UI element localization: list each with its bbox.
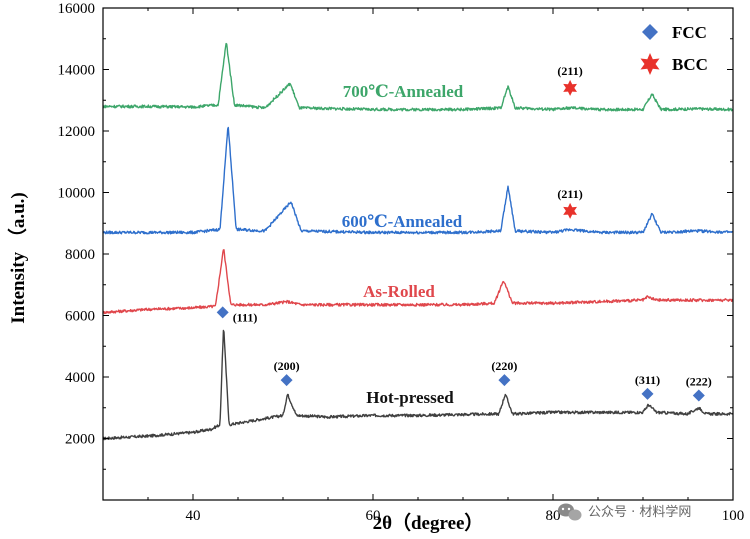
peak-label: (311) [635, 373, 660, 387]
bcc-peak-marker-icon [563, 202, 577, 219]
x-tick-label: 80 [546, 508, 561, 524]
x-tick-label: 100 [722, 508, 745, 524]
legend-bcc-star-icon [640, 53, 660, 75]
y-tick-label: 10000 [58, 186, 96, 202]
watermark: 公众号 · 材料学网 [558, 503, 691, 521]
series-label: 700℃-Annealed [343, 82, 464, 101]
series-layer [102, 42, 734, 441]
y-axis-title: Intensity （a.u.) [6, 192, 29, 323]
x-axis-title: 2θ（degree） [373, 511, 484, 534]
bcc-peak-marker-icon [563, 79, 577, 96]
series-line-hot-pressed [102, 329, 734, 441]
series-label: 600℃-Annealed [342, 212, 463, 231]
fcc-peak-marker-icon [498, 374, 511, 387]
y-tick-label: 16000 [58, 1, 96, 17]
y-tick-label: 8000 [65, 247, 95, 263]
fcc-peak-marker-icon [280, 374, 293, 387]
fcc-peak-marker-icon [216, 306, 229, 319]
series-labels-layer: Hot-pressed As-Rolled 600℃-Annealed 700℃-An… [342, 82, 464, 407]
series-label: Hot-pressed [366, 388, 454, 407]
legend-fcc-diamond-icon [642, 24, 658, 40]
y-tick-label: 4000 [65, 370, 95, 386]
wechat-icon [558, 503, 582, 521]
fcc-peak-marker-icon [641, 387, 654, 400]
legend-label: BCC [672, 55, 708, 74]
peak-label: (222) [686, 374, 712, 388]
legend-label: FCC [672, 23, 707, 42]
peak-label: (220) [491, 359, 517, 373]
series-label: As-Rolled [363, 282, 435, 301]
peak-label: (111) [233, 310, 258, 324]
annotations-layer: (111) (200) (220) (311) (222) (211) (211) [216, 64, 712, 402]
y-tick-label: 12000 [58, 124, 96, 140]
peak-label: (211) [557, 64, 582, 78]
watermark-text: 公众号 · 材料学网 [588, 504, 691, 520]
y-tick-label: 6000 [65, 309, 95, 325]
y-tick-label: 14000 [58, 63, 96, 79]
axes-layer [102, 7, 734, 501]
series-line-as-rolled [102, 249, 734, 315]
y-tick-label: 2000 [65, 432, 95, 448]
series-line-700-annealed [102, 42, 734, 112]
x-tick-label: 40 [186, 508, 201, 524]
x-tick-label: 60 [366, 508, 381, 524]
peak-label: (200) [274, 359, 300, 373]
peak-label: (211) [557, 187, 582, 201]
tick-labels-layer: 40 60 80 100 2000 4000 6000 8000 10000 12000 14000… [58, 1, 745, 524]
legend: FCC BCC [640, 23, 708, 75]
series-line-600-annealed [102, 126, 734, 235]
fcc-peak-marker-icon [692, 389, 705, 402]
